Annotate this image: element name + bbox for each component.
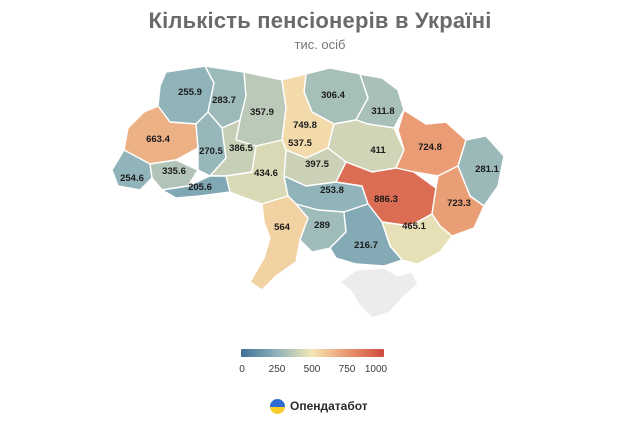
label-zaporizhzhia: 465.1 xyxy=(402,221,426,232)
label-kyiv-oblast: 537.5 xyxy=(288,138,312,149)
legend-tick-1000: 1000 xyxy=(365,364,388,375)
map-subtitle: тис. осіб xyxy=(294,37,346,52)
legend-tick-0: 0 xyxy=(239,364,245,375)
legend-tick-500: 500 xyxy=(304,364,321,375)
label-odesa: 564 xyxy=(274,222,291,233)
opendatabot-logo-icon xyxy=(270,398,285,414)
label-luhansk: 281.1 xyxy=(475,164,499,175)
label-chernivtsi: 205.6 xyxy=(188,182,212,193)
label-poltava: 411 xyxy=(370,145,386,156)
region-kherson[interactable] xyxy=(329,203,403,267)
region-crimea[interactable] xyxy=(339,267,419,319)
label-lviv: 663.4 xyxy=(146,134,170,145)
label-kharkiv: 724.8 xyxy=(418,142,442,153)
region-odesa[interactable] xyxy=(249,195,309,291)
label-dnipropetrovsk: 886.3 xyxy=(374,194,398,205)
region-donetsk[interactable] xyxy=(431,165,485,237)
label-cherkasy: 397.5 xyxy=(305,159,329,170)
label-sumy: 311.8 xyxy=(371,106,394,117)
label-zhytomyr: 357.9 xyxy=(250,107,274,118)
label-vinnytsia: 434.6 xyxy=(254,168,278,179)
label-khmelnytskyi: 386.5 xyxy=(229,143,253,154)
color-legend: 0 250 500 750 1000 xyxy=(239,349,388,375)
label-kherson: 216.7 xyxy=(354,240,378,251)
label-ternopil: 270.5 xyxy=(199,146,223,157)
map-title: Кількість пенсіонерів в Україні xyxy=(148,8,492,33)
label-ivano-frankivsk: 335.6 xyxy=(162,166,186,177)
legend-tick-250: 250 xyxy=(269,364,286,375)
legend-tick-750: 750 xyxy=(339,364,356,375)
legend-gradient-bar xyxy=(241,349,384,357)
label-chernihiv: 306.4 xyxy=(321,90,345,101)
label-zakarpattia: 254.6 xyxy=(120,173,144,184)
brand: Опендатабот xyxy=(270,396,368,416)
label-volyn: 255.9 xyxy=(178,87,202,98)
label-kyiv-city: 749.8 xyxy=(293,120,317,131)
label-kirovohrad: 253.8 xyxy=(320,185,344,196)
label-mykolaiv: 289 xyxy=(314,220,330,231)
brand-name: Опендатабот xyxy=(290,399,368,413)
label-rivne: 283.7 xyxy=(212,95,236,106)
label-donetsk: 723.3 xyxy=(447,198,471,209)
